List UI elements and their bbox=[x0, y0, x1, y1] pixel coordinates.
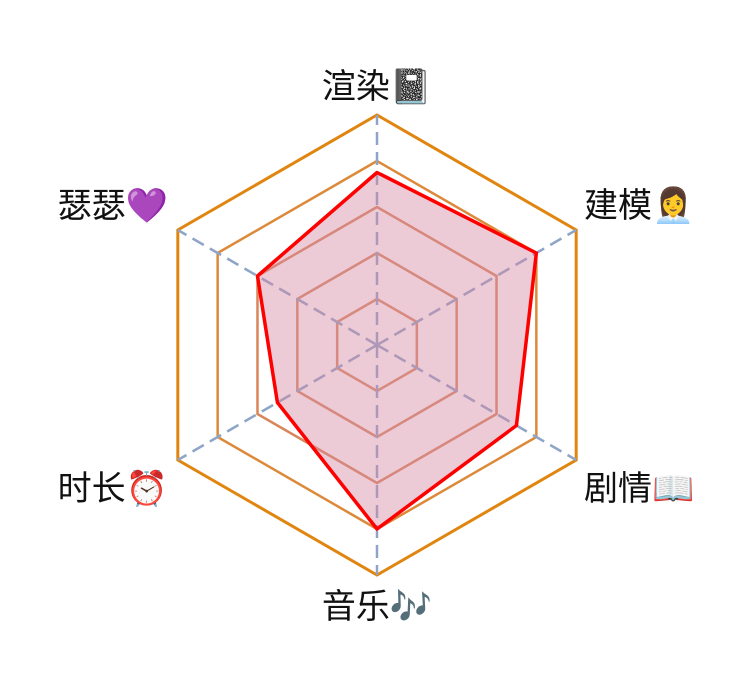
axis-label-1: 渲染📓 bbox=[322, 67, 432, 107]
axis-label-3: 剧情📖 bbox=[584, 469, 694, 509]
axis-spoke-2 bbox=[376, 228, 577, 347]
axis-label-5: 时长⏰ bbox=[58, 468, 168, 509]
axis-label-4: 音乐🎶 bbox=[322, 587, 432, 627]
axis-spoke-3 bbox=[376, 343, 577, 462]
axis-spoke-5 bbox=[177, 343, 378, 462]
axis-label-6: 瑟瑟💜 bbox=[58, 186, 169, 226]
radar-spokes bbox=[177, 115, 577, 575]
axis-spoke-6 bbox=[177, 228, 378, 347]
series-polygon bbox=[255, 170, 539, 531]
axis-label-2: 建模👩‍💼 bbox=[584, 186, 694, 226]
radar-series bbox=[255, 170, 539, 531]
radar-labels: 渲染📓 建模👩‍💼 剧情📖 音乐🎶 时长⏰ 瑟瑟💜 bbox=[58, 67, 695, 627]
